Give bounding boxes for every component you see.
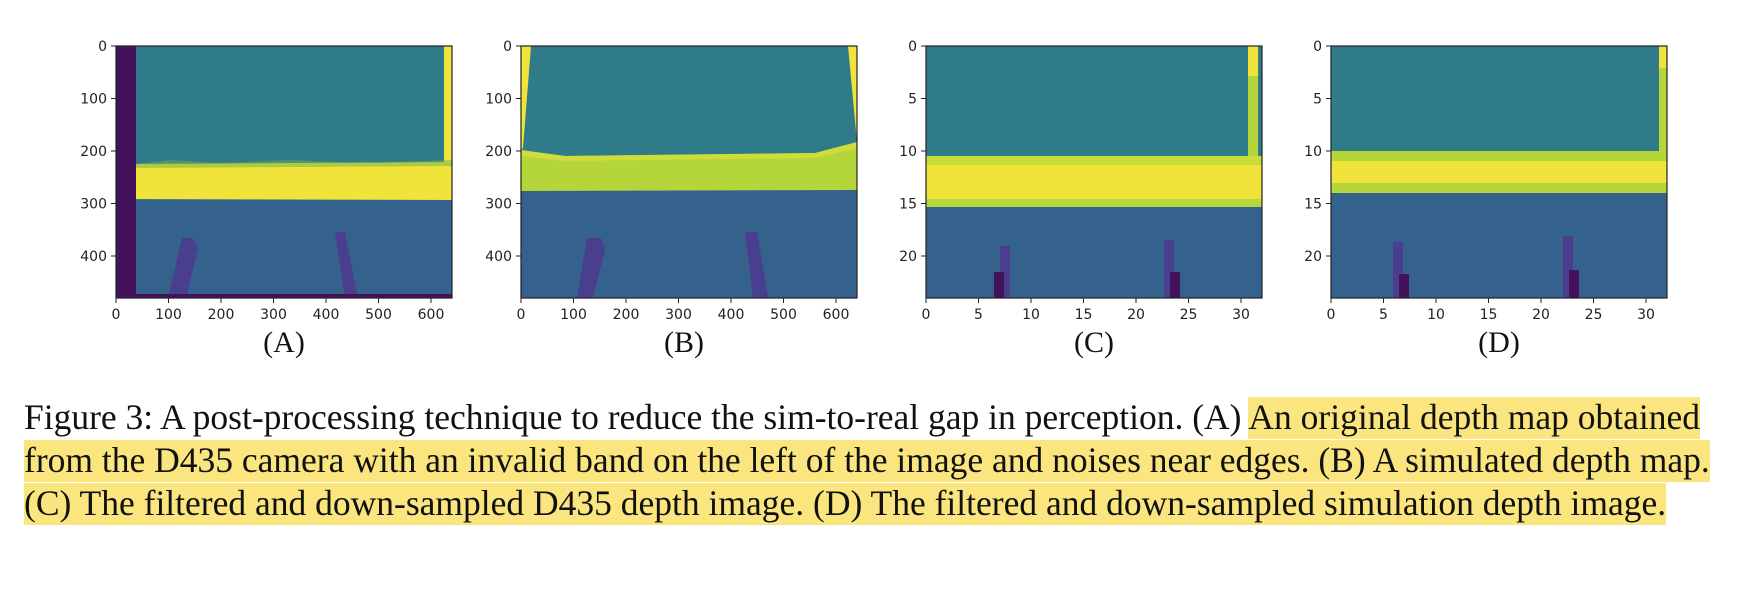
y-tick-label: 100: [485, 92, 512, 108]
depth-map-a: [115, 45, 453, 299]
y-tick-label: 5: [1313, 92, 1322, 108]
figure-caption: Figure 3: A post-processing technique to…: [24, 396, 1724, 525]
panel-label-d: (D): [1478, 326, 1520, 359]
x-tick-label: 15: [1480, 307, 1498, 323]
y-tick-label: 100: [80, 92, 107, 108]
caption-highlighted-text: An original depth map obtained from the …: [24, 397, 1710, 525]
panel-d: 0 5 10 15 20 25 30 0 5 10 15 20 (D): [1275, 0, 1695, 380]
y-tick-label: 10: [899, 144, 917, 160]
x-tick-label: 100: [155, 307, 182, 323]
x-tick-label: 400: [718, 307, 745, 323]
y-tick-label: 5: [908, 92, 917, 108]
x-tick-label: 500: [770, 307, 797, 323]
x-tick-label: 400: [313, 307, 340, 323]
x-tick-label: 15: [1075, 307, 1093, 323]
panel-a: 0 100 200 300 400 500 600 0 100 200 300 400 (A): [60, 0, 480, 380]
x-tick-label: 200: [208, 307, 235, 323]
y-tick-label: 400: [80, 249, 107, 265]
axes-d: 0 5 10 15 20 25 30 0 5 10 15 20: [1304, 39, 1655, 323]
y-tick-label: 300: [80, 197, 107, 213]
y-tick-label: 200: [80, 144, 107, 160]
y-tick-label: 20: [899, 249, 917, 265]
x-tick-label: 20: [1532, 307, 1550, 323]
panel-c: 0 5 10 15 20 25 30 0 5 10 15 20 (C): [870, 0, 1290, 380]
caption-prefix: Figure 3: A post-processing technique to…: [24, 397, 1249, 437]
panel-label-b: (B): [664, 326, 704, 359]
x-tick-label: 100: [560, 307, 587, 323]
y-tick-label: 300: [485, 197, 512, 213]
x-tick-label: 0: [922, 307, 931, 323]
y-tick-label: 200: [485, 144, 512, 160]
y-tick-label: 0: [503, 39, 512, 55]
axes-c: 0 5 10 15 20 25 30 0 5 10 15 20: [899, 39, 1250, 323]
y-tick-label: 0: [908, 39, 917, 55]
y-tick-label: 15: [899, 197, 917, 213]
x-tick-label: 600: [418, 307, 445, 323]
x-tick-label: 300: [260, 307, 287, 323]
axes-a: 0 100 200 300 400 500 600 0 100 200 300 400: [80, 39, 445, 323]
panel-label-c: (C): [1074, 326, 1114, 359]
x-tick-label: 10: [1427, 307, 1445, 323]
x-tick-label: 25: [1180, 307, 1198, 323]
depth-map-b: [520, 45, 858, 299]
x-tick-label: 20: [1127, 307, 1145, 323]
panel-b: 0 100 200 300 400 500 600 0 100 200 300 400 (B): [465, 0, 885, 380]
x-tick-label: 300: [665, 307, 692, 323]
y-tick-label: 0: [1313, 39, 1322, 55]
x-tick-label: 30: [1232, 307, 1250, 323]
y-tick-label: 15: [1304, 197, 1322, 213]
y-tick-label: 10: [1304, 144, 1322, 160]
y-tick-label: 20: [1304, 249, 1322, 265]
depth-map-d: [1330, 45, 1668, 299]
x-tick-label: 5: [1379, 307, 1388, 323]
y-tick-label: 0: [98, 39, 107, 55]
x-tick-label: 500: [365, 307, 392, 323]
x-tick-label: 30: [1637, 307, 1655, 323]
x-tick-label: 0: [1327, 307, 1336, 323]
x-tick-label: 200: [613, 307, 640, 323]
x-tick-label: 0: [517, 307, 526, 323]
x-tick-label: 5: [974, 307, 983, 323]
depth-map-c: [925, 45, 1263, 299]
axes-b: 0 100 200 300 400 500 600 0 100 200 300 400: [485, 39, 850, 323]
x-tick-label: 25: [1585, 307, 1603, 323]
x-tick-label: 600: [823, 307, 850, 323]
panel-label-a: (A): [263, 326, 305, 359]
y-tick-label: 400: [485, 249, 512, 265]
x-tick-label: 0: [112, 307, 121, 323]
x-tick-label: 10: [1022, 307, 1040, 323]
